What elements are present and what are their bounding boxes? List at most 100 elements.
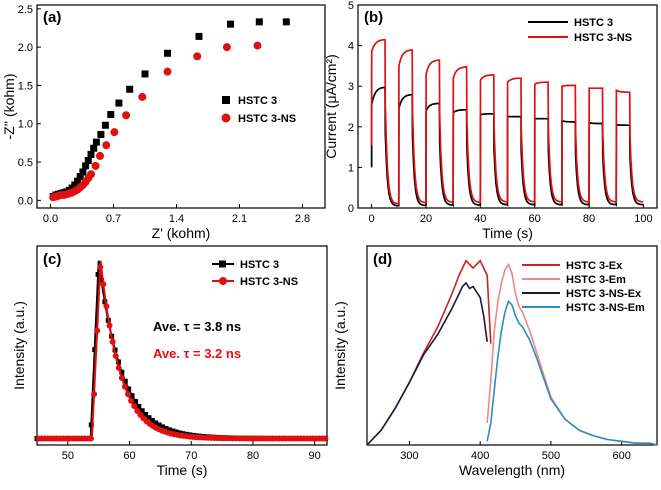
x-tick-label: 400 — [471, 450, 489, 462]
x-tick-label: 2.8 — [295, 213, 310, 225]
x-tick-label: 0.7 — [106, 213, 121, 225]
y-tick-label: 0 — [348, 203, 354, 215]
legend: HSTC 3 HSTC 3-NS — [221, 95, 296, 125]
data-point — [160, 424, 166, 430]
data-point — [166, 427, 172, 433]
legend-label: HSTC 3 — [240, 259, 279, 271]
series-line-hstc-3-ns-em — [486, 299, 658, 446]
x-tick-label: 40 — [474, 213, 486, 225]
panel-label: (b) — [364, 9, 383, 26]
data-point — [129, 393, 135, 399]
x-tick-label: 20 — [420, 213, 432, 225]
data-point — [132, 398, 138, 404]
legend-label: HSTC 3-Ex — [566, 260, 623, 272]
data-point — [115, 364, 122, 371]
data-point — [109, 338, 116, 345]
series-line-hstc3-ns — [370, 38, 644, 205]
legend-marker — [219, 260, 226, 268]
x-tick-label: 2.1 — [232, 213, 247, 225]
data-point — [119, 369, 125, 375]
data-point — [92, 347, 98, 353]
x-tick-label: 60 — [123, 450, 135, 462]
panel-c: (c) 50 60 70 80 90 Time (s) Intensity (a.u.) HST… — [11, 245, 329, 478]
data-point — [149, 418, 155, 424]
lifetime-annotation: Ave. τ = 3.8 ns — [153, 319, 241, 334]
data-point — [253, 41, 262, 50]
legend: HSTC 3 HSTC 3-NS — [528, 17, 632, 44]
legend-label: HSTC 3 — [574, 17, 613, 29]
data-point — [122, 378, 128, 384]
data-point — [106, 322, 113, 329]
plot-frame — [357, 4, 658, 209]
legend-label: HSTC 3-NS-Ex — [566, 288, 642, 300]
data-point — [94, 327, 101, 334]
plot-frame — [366, 245, 658, 446]
data-point — [76, 173, 84, 181]
data-point — [107, 111, 115, 119]
data-point — [156, 422, 162, 428]
x-axis-label: Wavelength (nm) — [459, 462, 565, 478]
y-axis-label: Intensity (a.u.) — [332, 301, 348, 390]
y-tick-label: 1.5 — [18, 80, 33, 92]
data-point — [126, 85, 134, 93]
x-tick-label: 500 — [542, 450, 560, 462]
x-tick-label: 70 — [185, 450, 197, 462]
data-point — [110, 128, 119, 137]
panel-label: (d) — [373, 251, 392, 268]
y-tick-label: 0.0 — [18, 195, 33, 207]
legend-marker — [222, 96, 230, 104]
x-tick-label: 0.0 — [43, 213, 58, 225]
data-point — [227, 20, 234, 28]
panel-label: (c) — [43, 251, 61, 268]
data-point — [255, 18, 263, 26]
series-line-hstc3 — [370, 86, 644, 208]
data-point — [97, 130, 105, 138]
data-point — [122, 111, 131, 120]
legend-label: HSTC 3-NS — [240, 276, 298, 288]
legend-label: HSTC 3-Em — [566, 274, 626, 286]
data-point — [103, 303, 110, 310]
data-point — [195, 32, 203, 40]
data-point — [91, 391, 98, 398]
plot-frame — [36, 4, 326, 209]
x-tick-label: 1.4 — [169, 213, 184, 225]
data-point — [131, 403, 138, 410]
data-point — [143, 411, 149, 417]
data-point — [102, 141, 111, 150]
data-point — [87, 150, 95, 158]
y-tick-label: 2.5 — [18, 4, 33, 16]
x-axis-label: Time (s) — [482, 225, 533, 241]
data-point — [125, 391, 132, 398]
lifetime-annotation: Ave. τ = 3.2 ns — [153, 346, 241, 361]
legend-label: HSTC 3-NS — [574, 32, 632, 44]
data-point — [322, 435, 329, 442]
series-line-hstc-3-ex — [366, 259, 492, 446]
series-line-hstc-3-ns-ex — [366, 281, 488, 446]
data-point — [121, 383, 128, 390]
data-point — [90, 144, 98, 152]
data-point — [87, 170, 95, 179]
panel-d: (d) 300 400 500 600 Wavelength (nm) Intensity … — [332, 245, 658, 478]
data-point — [153, 420, 159, 426]
x-tick-label: 100 — [634, 213, 652, 225]
data-point — [141, 70, 149, 78]
plot-frame — [36, 245, 328, 446]
y-axis-label: Intensity (a.u.) — [11, 301, 27, 390]
data-point — [164, 49, 171, 57]
series-hstc3-ns — [49, 41, 262, 202]
data-point — [95, 271, 101, 277]
y-tick-label: 5 — [348, 0, 354, 12]
panel-label: (a) — [43, 9, 61, 26]
legend: HSTC 3-Ex HSTC 3-Em HSTC 3-NS-Ex HSTC 3-NS-… — [522, 260, 645, 314]
data-point — [91, 161, 100, 170]
y-tick-label: 0.5 — [18, 157, 33, 169]
data-point — [163, 425, 169, 431]
x-tick-label: 80 — [583, 213, 595, 225]
legend-marker — [219, 277, 227, 285]
data-point — [128, 397, 135, 404]
x-tick-label: 60 — [529, 213, 541, 225]
data-point — [163, 67, 172, 76]
y-tick-label: 2 — [348, 122, 354, 134]
x-tick-label: 80 — [247, 450, 259, 462]
